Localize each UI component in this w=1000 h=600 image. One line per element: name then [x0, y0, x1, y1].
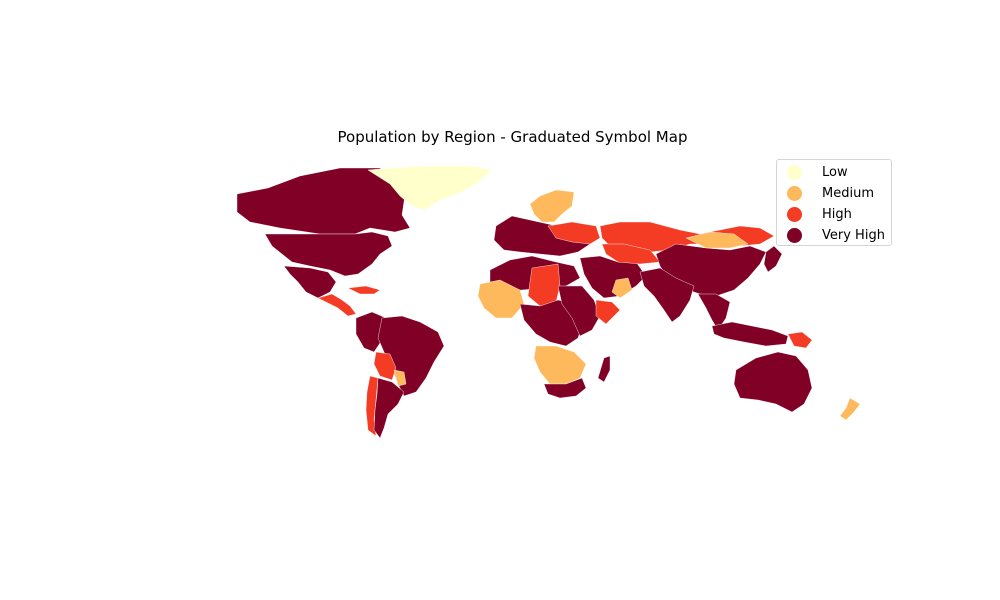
region-andes	[355, 311, 387, 353]
region-central-america	[317, 293, 357, 317]
region-india	[639, 267, 695, 323]
region-argentina	[373, 377, 405, 439]
legend-item-medium: Medium	[787, 183, 874, 203]
region-caribbean	[347, 285, 381, 295]
legend-item-high: High	[787, 204, 852, 224]
region-southern-africa	[533, 345, 587, 385]
region-chile	[365, 375, 379, 437]
legend-item-low: Low	[787, 162, 848, 182]
region-usa	[264, 231, 393, 277]
legend-item-very-high: Very High	[787, 225, 885, 245]
region-europe	[493, 215, 591, 257]
region-png	[787, 331, 813, 349]
region-south-africa	[543, 377, 587, 399]
region-new-zealand	[839, 397, 861, 421]
region-kazakhstan	[601, 243, 661, 265]
legend-label-high: High	[822, 206, 852, 222]
region-indonesia	[711, 321, 789, 347]
legend-swatch-low	[787, 164, 802, 180]
legend-swatch-medium	[787, 185, 802, 201]
region-madagascar	[597, 355, 611, 383]
region-sahel	[527, 263, 561, 307]
legend-swatch-high	[787, 206, 802, 222]
region-canada	[236, 167, 411, 235]
region-bolivia	[373, 351, 397, 381]
region-japan	[763, 245, 783, 273]
region-paraguay	[393, 369, 407, 387]
region-australia	[733, 351, 813, 413]
region-oman	[611, 277, 633, 299]
region-horn-of-africa	[595, 299, 621, 325]
region-greenland	[367, 165, 493, 211]
legend-label-low: Low	[822, 164, 848, 180]
legend-swatch-very-high	[787, 227, 802, 243]
legend: Low Medium High Very High	[776, 159, 892, 246]
map-title: Population by Region - Graduated Symbol …	[337, 128, 688, 146]
region-scandinavia	[529, 189, 575, 223]
region-mexico	[283, 265, 337, 299]
region-west-africa	[477, 279, 525, 319]
legend-label-very-high: Very High	[822, 227, 885, 243]
region-eastern-europe	[547, 221, 601, 245]
legend-label-medium: Medium	[822, 185, 874, 201]
region-east-africa	[557, 285, 601, 337]
